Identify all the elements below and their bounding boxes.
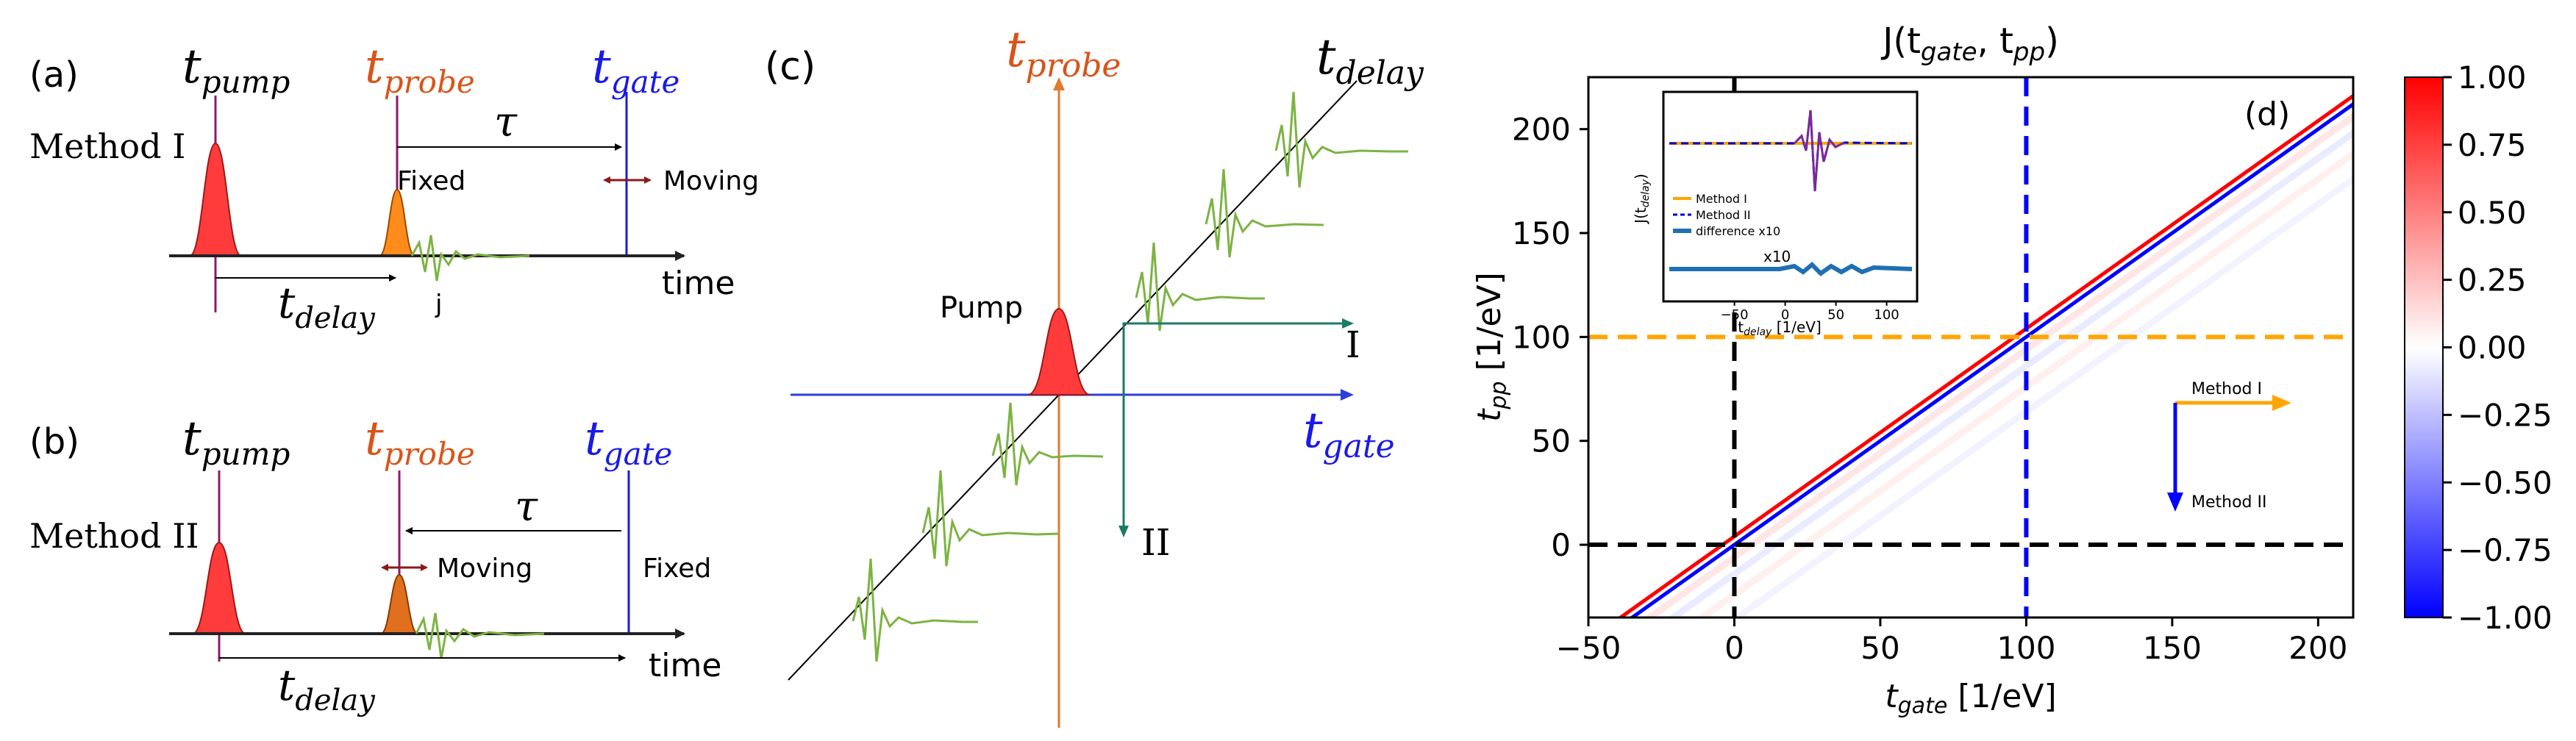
delay-label-b: tdelay <box>278 660 376 717</box>
inset-x-label: tdelay [1/eV] <box>1738 318 1822 338</box>
panel-d: J(tgate, tpp) −50 0 50 100 150 200 0 50 100 150 20… <box>1471 21 2552 719</box>
waveform <box>852 558 978 662</box>
delay-axis-label-c: tdelay <box>1316 29 1424 92</box>
colorbar-tick-label: 1.00 <box>2458 60 2527 96</box>
colorbar-tick-label: 0.00 <box>2458 330 2527 366</box>
colorbar-tick-label: −0.25 <box>2458 397 2552 433</box>
heatmap-band <box>1667 129 2353 618</box>
method-label-b: Method II <box>29 516 199 556</box>
heatmap-band <box>1644 112 2353 618</box>
panel-b-tag: (b) <box>29 421 79 462</box>
chart-title: J(tgate, tpp) <box>1880 21 2059 67</box>
method-ii-arrow-label: Method II <box>2191 493 2266 512</box>
x-axis-label: tgate [1/eV] <box>1885 678 2056 719</box>
heatmap-band <box>1731 174 2353 618</box>
waveform <box>1135 242 1265 332</box>
tau-label-b: τ <box>515 483 538 531</box>
j-label-a: j <box>435 290 442 319</box>
axis-ticks: −50 0 50 100 150 200 0 50 100 150 200 <box>1512 112 2348 666</box>
gate-label-b: tgate <box>585 412 672 472</box>
y-tick-label: 150 <box>1512 215 1571 251</box>
waveforms-c <box>852 91 1408 662</box>
panel-a: (a) tpump tprobe tgate Method I τ Moving… <box>29 40 759 335</box>
colorbar-tick-label: −0.50 <box>2458 465 2552 501</box>
probe-pulse-b <box>380 573 418 634</box>
inset-x-tick-label: 0 <box>1781 307 1789 323</box>
inset-plot: J(tdelay) x10 Method I Method II differe… <box>1632 90 1919 338</box>
colorbar-tick-label: 0.50 <box>2458 195 2527 231</box>
waveform <box>1274 91 1408 188</box>
x-tick-label: 0 <box>1724 630 1744 666</box>
method-label-a: Method I <box>29 126 185 166</box>
gate-axis-label-c: tgate <box>1303 402 1395 465</box>
colorbar <box>2404 76 2444 618</box>
waveform <box>1205 168 1324 258</box>
panel-b: (b) tpump tprobe tgate Method II τ Movin… <box>29 412 721 717</box>
inset-difference-line <box>1669 261 1913 276</box>
probe-label-a: tprobe <box>365 40 475 100</box>
pump-label-a: tpump <box>182 40 290 100</box>
x-tick-label: −50 <box>1556 630 1621 666</box>
moving-label-b: Moving <box>437 554 532 584</box>
inset-x-tick-label: −50 <box>1721 307 1749 323</box>
x-tick-label: 100 <box>1997 630 2055 666</box>
heatmap-bands <box>1617 93 2353 618</box>
inset-annotation: x10 <box>1763 248 1791 265</box>
y-axis-label: tpp [1/eV] <box>1471 272 1512 422</box>
inset-x-tick-label: 100 <box>1874 307 1899 323</box>
probe-pulse-a <box>379 188 415 257</box>
y-tick-label: 50 <box>1532 423 1571 459</box>
pump-label-c: Pump <box>940 291 1023 325</box>
signal-wiggle-b <box>415 612 545 659</box>
panel-c-tag: (c) <box>765 45 816 89</box>
inset-y-label: J(tdelay) <box>1632 173 1652 225</box>
time-label-b: time <box>649 647 721 684</box>
fixed-label-b: Fixed <box>643 554 711 584</box>
panel-d-tag: (d) <box>2244 96 2290 133</box>
legend-method-ii: Method II <box>1696 208 1751 222</box>
moving-label-a: Moving <box>663 166 759 196</box>
waveform <box>921 470 1060 567</box>
pump-pulse-c <box>1027 307 1091 395</box>
inset-x-tick-label: 50 <box>1827 307 1844 323</box>
y-tick-label: 200 <box>1512 112 1571 148</box>
inset-legend: Method I Method II difference x10 <box>1673 192 1780 238</box>
waveform <box>991 402 1104 486</box>
time-label-a: time <box>662 265 735 302</box>
arrow-i-label-c: I <box>1346 323 1360 366</box>
panel-a-tag: (a) <box>29 54 79 96</box>
colorbar-tick-label: 0.25 <box>2458 262 2527 298</box>
fixed-label-a: Fixed <box>397 166 465 196</box>
y-tick-label: 100 <box>1512 319 1571 355</box>
panel-c: (c) tprobe tdelay tgate Pump I II <box>765 21 1424 728</box>
y-tick-label: 0 <box>1551 527 1571 563</box>
delay-label-a: tdelay <box>278 278 376 335</box>
pump-pulse-a <box>189 142 242 257</box>
x-tick-label: 50 <box>1860 630 1899 666</box>
signal-wiggle-a <box>410 235 530 282</box>
heatmap-band <box>1629 101 2353 618</box>
inset-overlap-wiggle <box>1793 110 1845 192</box>
colorbar-tick-label: −1.00 <box>2458 600 2552 636</box>
x-tick-label: 200 <box>2288 630 2347 666</box>
plot-frame <box>1587 76 2355 619</box>
pump-pulse-b <box>192 541 246 634</box>
heatmap-band <box>1617 93 2353 618</box>
probe-label-b: tprobe <box>365 412 475 472</box>
legend-difference: difference x10 <box>1696 224 1780 238</box>
tau-label-a: τ <box>494 99 518 146</box>
colorbar-tick-label: 0.75 <box>2458 127 2527 163</box>
method-i-arrow-label: Method I <box>2191 380 2262 398</box>
probe-axis-label-c: tprobe <box>1006 21 1121 85</box>
gate-label-a: tgate <box>592 40 679 100</box>
colorbar-ticks: 1.00 0.75 0.50 0.25 0.00 −0.25 −0.50 −0.75 −1.00 <box>2443 60 2552 636</box>
pump-label-b: tpump <box>182 412 290 472</box>
x-tick-label: 150 <box>2143 630 2202 666</box>
legend-method-i: Method I <box>1696 192 1747 206</box>
inset-x-ticks: −50 0 50 100 <box>1721 301 1899 323</box>
heatmap-band <box>1696 150 2353 618</box>
arrow-ii-label-c: II <box>1141 521 1171 564</box>
colorbar-tick-label: −0.75 <box>2458 532 2552 568</box>
